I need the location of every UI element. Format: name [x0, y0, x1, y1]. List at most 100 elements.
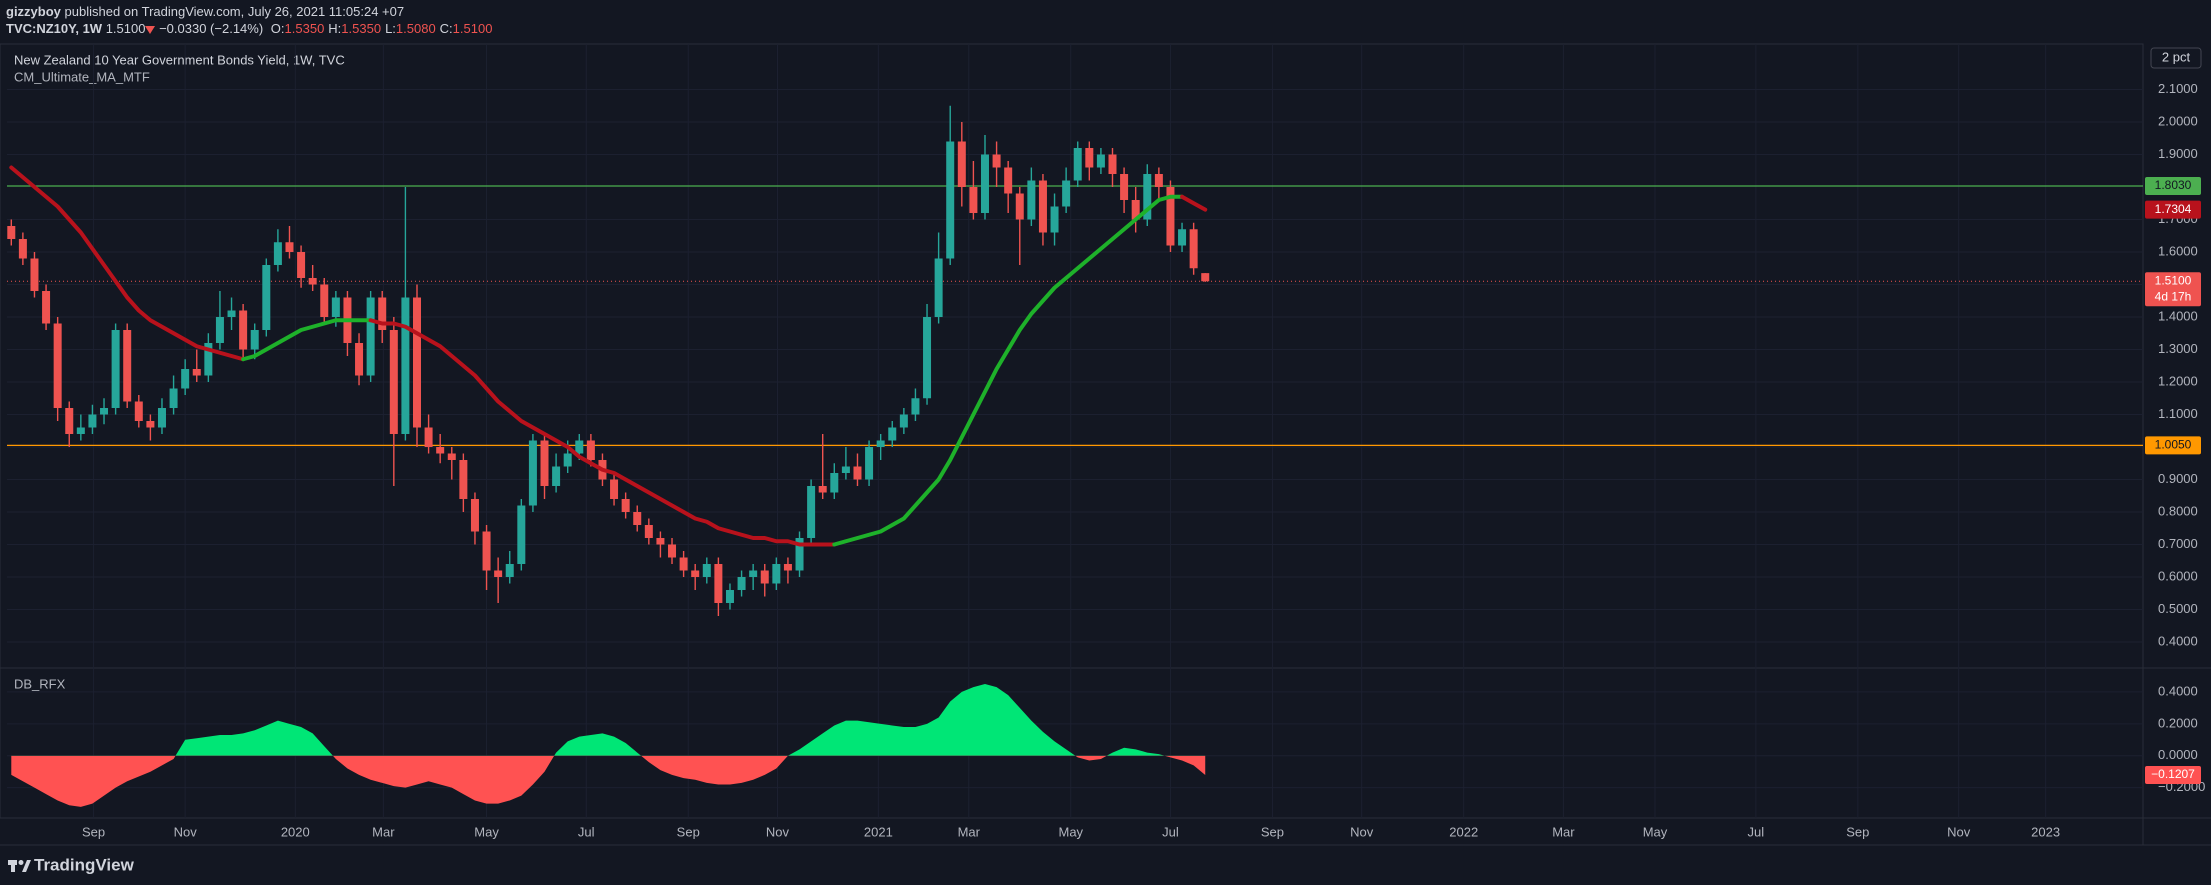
candle-body	[378, 297, 387, 330]
arrow-shape	[145, 26, 156, 35]
last-price-box	[2145, 272, 2201, 307]
x-tick-label: Mar	[958, 824, 981, 839]
candle-body	[1131, 200, 1140, 220]
x-tick-label: Jul	[1162, 824, 1179, 839]
candle-body	[169, 388, 178, 408]
candle-body	[540, 440, 549, 486]
candle-body	[1062, 180, 1071, 207]
ohlc-value: 1.5080	[395, 21, 436, 36]
ma-line	[832, 194, 1185, 547]
price-label-box	[2145, 177, 2201, 196]
price-label: 1.8030	[2155, 178, 2192, 192]
candle-body	[482, 531, 491, 571]
candle-body	[563, 453, 572, 467]
x-tick-label: Mar	[372, 824, 395, 839]
candle-body	[401, 297, 410, 434]
y-tick-label: 0.5000	[2158, 601, 2198, 616]
candle-body	[772, 564, 781, 584]
candle-body	[76, 427, 85, 434]
candle-body	[517, 505, 526, 564]
candle-body	[320, 284, 329, 317]
x-tick-label: 2020	[281, 824, 310, 839]
candle-body	[30, 258, 39, 291]
y-tick-label: 0.6000	[2158, 568, 2198, 583]
y-tick-label: 2.0000	[2158, 113, 2198, 128]
candle-body	[447, 453, 456, 460]
candle-body	[1027, 180, 1036, 220]
candle-body	[1096, 154, 1105, 168]
y-tick-label: 0.0000	[2158, 747, 2198, 762]
candle-body	[853, 466, 862, 480]
x-tick-label: Nov	[174, 824, 198, 839]
candle-body	[459, 460, 468, 499]
candle-body	[262, 265, 271, 330]
candle-body	[679, 557, 688, 571]
candle-body	[899, 414, 908, 428]
ma-line	[1180, 194, 1208, 212]
candle-body	[157, 408, 166, 428]
candle-body	[656, 538, 665, 545]
candle-body	[389, 330, 398, 434]
x-tick-label: Nov	[766, 824, 790, 839]
candle-body	[575, 440, 584, 454]
candle-body	[783, 564, 792, 571]
candle-body	[1166, 187, 1175, 246]
y-tick-label: 0.4000	[2158, 683, 2198, 698]
candle-body	[818, 486, 827, 493]
candle-body	[412, 297, 421, 428]
chart-title: New Zealand 10 Year Government Bonds Yie…	[14, 52, 345, 67]
candle-body	[969, 187, 978, 213]
candle-body	[436, 447, 445, 454]
candle-body	[1085, 148, 1094, 168]
price-label-box	[2145, 436, 2201, 455]
x-tick-label: May	[1058, 824, 1083, 839]
candle-body	[181, 369, 190, 389]
unit-box	[2150, 47, 2202, 69]
candle-body	[621, 499, 630, 512]
y-tick-label: 1.1000	[2158, 406, 2198, 421]
candle-body	[1201, 273, 1210, 282]
author: gizzyboy	[6, 4, 61, 19]
candle-body	[610, 479, 619, 499]
x-tick-label: 2021	[864, 824, 893, 839]
candle-body	[123, 330, 132, 402]
candle-body	[1073, 148, 1082, 181]
candle-body	[297, 252, 306, 278]
ohlc-label: H:	[328, 21, 342, 36]
candle-body	[830, 473, 839, 493]
area-positive	[175, 683, 1165, 756]
y-tick-label: 1.2000	[2158, 373, 2198, 388]
candle-body	[308, 278, 317, 285]
candle-body	[1120, 174, 1129, 200]
candle-body	[795, 538, 804, 571]
candle-body	[1178, 229, 1187, 246]
logo-part	[11, 860, 15, 872]
ohlc-value: 1.5350	[284, 21, 325, 36]
x-tick-label: May	[1643, 824, 1668, 839]
candle-body	[424, 427, 433, 447]
candle-body	[934, 258, 943, 317]
logo-part	[18, 860, 24, 865]
osc-label-box	[2145, 766, 2201, 785]
candle-body	[876, 440, 885, 447]
candle-body	[957, 141, 966, 187]
candle-body	[7, 226, 16, 239]
x-tick-label: Sep	[1261, 824, 1284, 839]
x-tick-label: Sep	[677, 824, 700, 839]
candle-body	[88, 414, 97, 428]
candle-body	[42, 291, 51, 324]
candle-body	[1015, 193, 1024, 220]
candle-body	[1004, 167, 1013, 194]
price-label: 1.7304	[2155, 202, 2192, 216]
candle-body	[760, 570, 769, 584]
candle-body	[331, 297, 340, 317]
candle-body	[633, 512, 642, 525]
candle-body	[100, 408, 109, 415]
y-tick-label: 0.2000	[2158, 715, 2198, 730]
last-value: 1.5100	[105, 21, 146, 36]
price-label: 1.0050	[2155, 438, 2192, 452]
candle-body	[1038, 180, 1047, 233]
candle-body	[227, 310, 236, 317]
logo-part	[22, 860, 31, 872]
